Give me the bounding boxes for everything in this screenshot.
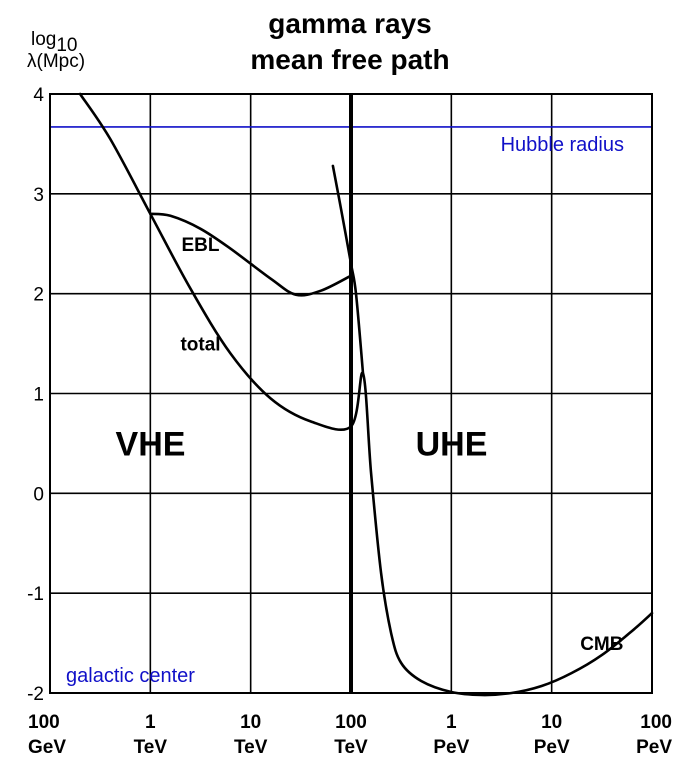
series-line-ebl <box>149 212 353 297</box>
region-label-vhe: VHE <box>116 425 186 463</box>
y-tick-label: 0 <box>33 484 44 505</box>
y-axis-label-quantity: λ(Mpc) <box>27 51 85 72</box>
y-tick-label: 1 <box>33 385 44 406</box>
x-tick-label-value: 100 <box>28 712 60 733</box>
y-axis-label-log-base: 10 <box>56 35 77 56</box>
x-tick-label-value: 1 <box>145 712 156 733</box>
series-line-total <box>78 92 654 697</box>
x-tick-label-value: 10 <box>541 712 562 733</box>
y-tick-labels: 4 3 2 1 0 -1 -2 <box>27 85 44 705</box>
curve-label-cmb: CMB <box>580 634 623 655</box>
x-tick-label-value: 100 <box>335 712 367 733</box>
y-axis-label-log: log10 <box>31 29 78 56</box>
series-line-cmb <box>331 164 365 375</box>
plot-border <box>49 93 653 694</box>
x-tick-label-unit: TeV <box>134 737 168 758</box>
chart-title-line-2: mean free path <box>250 44 449 75</box>
hubble-radius-label: Hubble radius <box>501 134 624 156</box>
curve-label-ebl: EBL <box>182 235 220 256</box>
y-tick-label: -2 <box>27 684 44 705</box>
x-tick-label-unit: TeV <box>334 737 368 758</box>
x-tick-label-unit: PeV <box>534 737 570 758</box>
galactic-center-label: galactic center <box>66 665 195 687</box>
y-tick-label: -1 <box>27 584 44 605</box>
annotations: VHE UHE EBL total CMB <box>116 235 624 655</box>
x-tick-label-unit: PeV <box>636 737 672 758</box>
y-axis-label-log-text: log <box>31 29 56 50</box>
x-tick-label-unit: TeV <box>234 737 268 758</box>
y-tick-label: 4 <box>33 85 44 106</box>
plot-frame <box>49 93 653 694</box>
x-tick-label-unit: PeV <box>433 737 469 758</box>
region-label-uhe: UHE <box>416 425 488 463</box>
y-tick-label: 2 <box>33 285 44 306</box>
x-tick-label-value: 10 <box>240 712 261 733</box>
x-tick-label-value: 100 <box>640 712 672 733</box>
x-tick-labels: 100 GeV 1 TeV 10 TeV 100 TeV 1 PeV 10 PeV 100 PeV <box>28 712 672 758</box>
x-tick-label-value: 1 <box>446 712 457 733</box>
series <box>78 92 654 697</box>
x-tick-label-unit: GeV <box>28 737 66 758</box>
chart-title-line-1: gamma rays <box>268 8 431 39</box>
y-tick-label: 3 <box>33 185 44 206</box>
curve-label-total: total <box>180 335 220 356</box>
